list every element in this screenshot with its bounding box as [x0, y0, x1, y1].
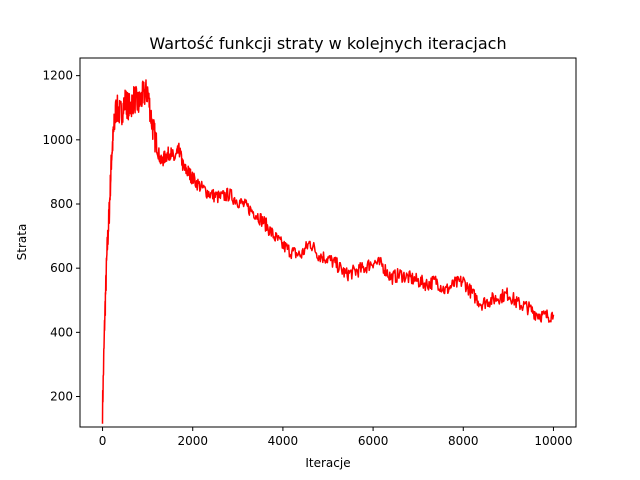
y-tick-label: 1200 [42, 69, 73, 83]
y-tick-label: 400 [50, 325, 73, 339]
plot-area [101, 79, 555, 424]
y-tick-label: 600 [50, 261, 73, 275]
x-tick-label: 0 [99, 434, 107, 448]
x-axis: 0 2000 4000 6000 8000 10000 [99, 427, 573, 448]
series-line-loss [101, 79, 555, 424]
y-tick-label: 200 [50, 390, 73, 404]
x-tick-label: 10000 [534, 434, 572, 448]
y-tick-label: 800 [50, 197, 73, 211]
y-axis: 200 400 600 800 1000 1200 [42, 69, 80, 404]
x-axis-label: Iteracje [305, 456, 350, 470]
chart-title: Wartość funkcji straty w kolejnych itera… [149, 34, 506, 53]
x-tick-label: 2000 [177, 434, 208, 448]
x-tick-label: 6000 [358, 434, 389, 448]
x-tick-label: 8000 [448, 434, 479, 448]
y-tick-label: 1000 [42, 133, 73, 147]
axes-frame [79, 57, 577, 428]
x-tick-label: 4000 [268, 434, 299, 448]
y-axis-label: Strata [15, 224, 29, 261]
